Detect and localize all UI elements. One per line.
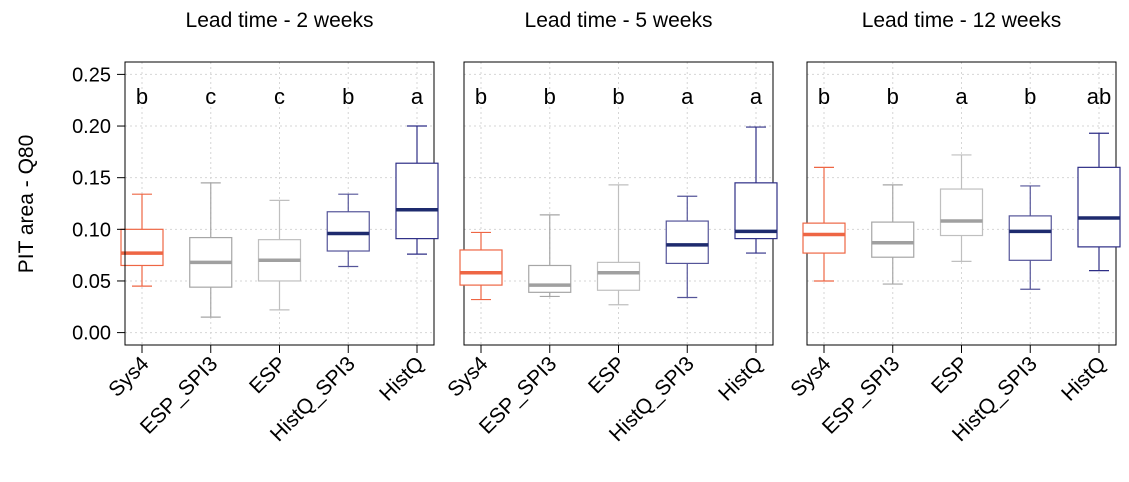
- x-tick-label: Sys4: [443, 352, 493, 402]
- significance-letter: b: [475, 84, 487, 109]
- box-esp-spi3: [528, 214, 572, 298]
- panel-title: Lead time - 2 weeks: [186, 9, 374, 32]
- box-body: [395, 162, 439, 240]
- box-body: [665, 220, 709, 265]
- x-tick-label: HistQ: [714, 352, 767, 405]
- significance-letter: a: [681, 84, 694, 109]
- box-histq-spi3: [665, 195, 709, 299]
- significance-letter: b: [887, 84, 899, 109]
- y-tick-label: 0.00: [72, 323, 111, 345]
- box-sys4: [459, 231, 503, 301]
- box-body: [734, 182, 778, 240]
- box-histq: [734, 126, 778, 254]
- significance-letter: a: [750, 84, 763, 109]
- y-tick-label: 0.15: [72, 168, 111, 190]
- box-esp: [257, 199, 302, 311]
- y-axis-label: PIT area - Q80: [15, 135, 38, 274]
- significance-letter: b: [342, 84, 354, 109]
- significance-letter: b: [818, 84, 830, 109]
- box-sys4: [120, 193, 164, 287]
- box-histq-spi3: [1008, 185, 1052, 290]
- box-body: [120, 228, 164, 267]
- box-body: [802, 222, 846, 254]
- x-tick-label: ESP: [245, 352, 291, 398]
- y-tick-label: 0.25: [72, 64, 111, 86]
- x-tick-label: HistQ: [375, 352, 428, 405]
- significance-letter: c: [274, 84, 285, 109]
- y-tick-label: 0.20: [72, 116, 111, 138]
- box-esp: [939, 154, 984, 262]
- box-body: [1077, 166, 1121, 248]
- x-tick-label: Sys4: [786, 352, 836, 402]
- y-tick-label: 0.05: [72, 271, 111, 293]
- box-histq: [395, 125, 439, 255]
- significance-letter: b: [1024, 84, 1036, 109]
- box-histq: [1077, 132, 1121, 272]
- panel-title: Lead time - 5 weeks: [525, 9, 713, 32]
- significance-letter: b: [544, 84, 556, 109]
- box-body: [528, 264, 572, 293]
- significance-letter: b: [136, 84, 148, 109]
- panel-title: Lead time - 12 weeks: [862, 9, 1062, 32]
- box-body: [596, 261, 641, 291]
- significance-letter: ab: [1087, 84, 1111, 109]
- box-histq-spi3: [326, 193, 370, 268]
- box-esp: [596, 184, 641, 306]
- box-sys4: [802, 166, 846, 282]
- y-tick-label: 0.10: [72, 219, 111, 241]
- significance-letter: a: [411, 84, 424, 109]
- x-tick-label: ESP: [927, 352, 973, 398]
- x-tick-label: HistQ: [1057, 352, 1110, 405]
- box-body: [459, 249, 503, 286]
- box-esp-spi3: [189, 182, 233, 318]
- box-body: [939, 188, 984, 237]
- significance-letter: a: [955, 84, 968, 109]
- x-tick-label: Sys4: [104, 352, 154, 402]
- significance-letter: b: [612, 84, 624, 109]
- box-body: [1008, 215, 1052, 261]
- box-body: [326, 211, 370, 252]
- box-body: [871, 221, 915, 258]
- x-tick-label: ESP: [584, 352, 630, 398]
- box-esp-spi3: [871, 184, 915, 285]
- significance-letter: c: [205, 84, 216, 109]
